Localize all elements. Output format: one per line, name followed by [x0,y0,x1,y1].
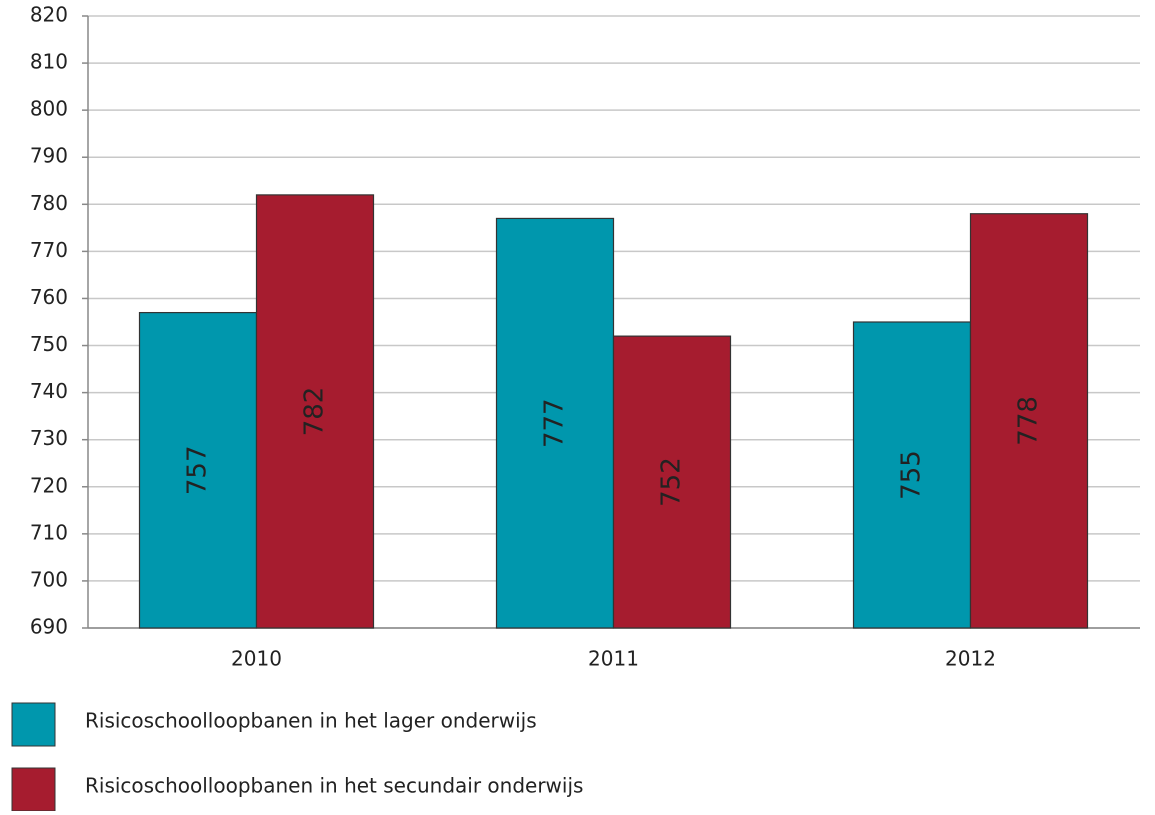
bar [255,194,375,629]
y-tick-label: 720 [30,473,68,497]
y-tick-label: 810 [30,50,68,74]
bar [969,213,1089,629]
bar [852,321,972,629]
legend-swatch [11,702,56,747]
x-tick-label: 2012 [945,647,996,671]
legend-swatch [11,767,56,812]
y-tick-label: 820 [30,3,68,27]
data-label: 752 [657,457,687,507]
legend-label: Risicoschoolloopbanen in het secundair o… [85,774,583,798]
y-tick-label: 700 [30,567,68,591]
y-tick-label: 730 [30,426,68,450]
y-tick-label: 710 [30,520,68,544]
data-label: 777 [540,398,570,448]
bar [612,335,732,629]
bar [495,217,615,629]
y-tick-label: 790 [30,144,68,168]
x-tick-label: 2010 [231,647,282,671]
y-tick-label: 800 [30,97,68,121]
x-tick-label: 2011 [588,647,639,671]
data-label: 778 [1014,396,1044,446]
y-tick-label: 760 [30,285,68,309]
data-label: 757 [183,445,213,495]
y-tick-label: 750 [30,332,68,356]
legend-label: Risicoschoolloopbanen in het lager onder… [85,709,537,733]
y-tick-label: 740 [30,379,68,403]
y-tick-label: 780 [30,191,68,215]
data-label: 755 [897,450,927,500]
y-tick-label: 690 [30,615,68,639]
data-label: 782 [300,387,330,437]
bar [138,311,258,629]
y-tick-label: 770 [30,238,68,262]
